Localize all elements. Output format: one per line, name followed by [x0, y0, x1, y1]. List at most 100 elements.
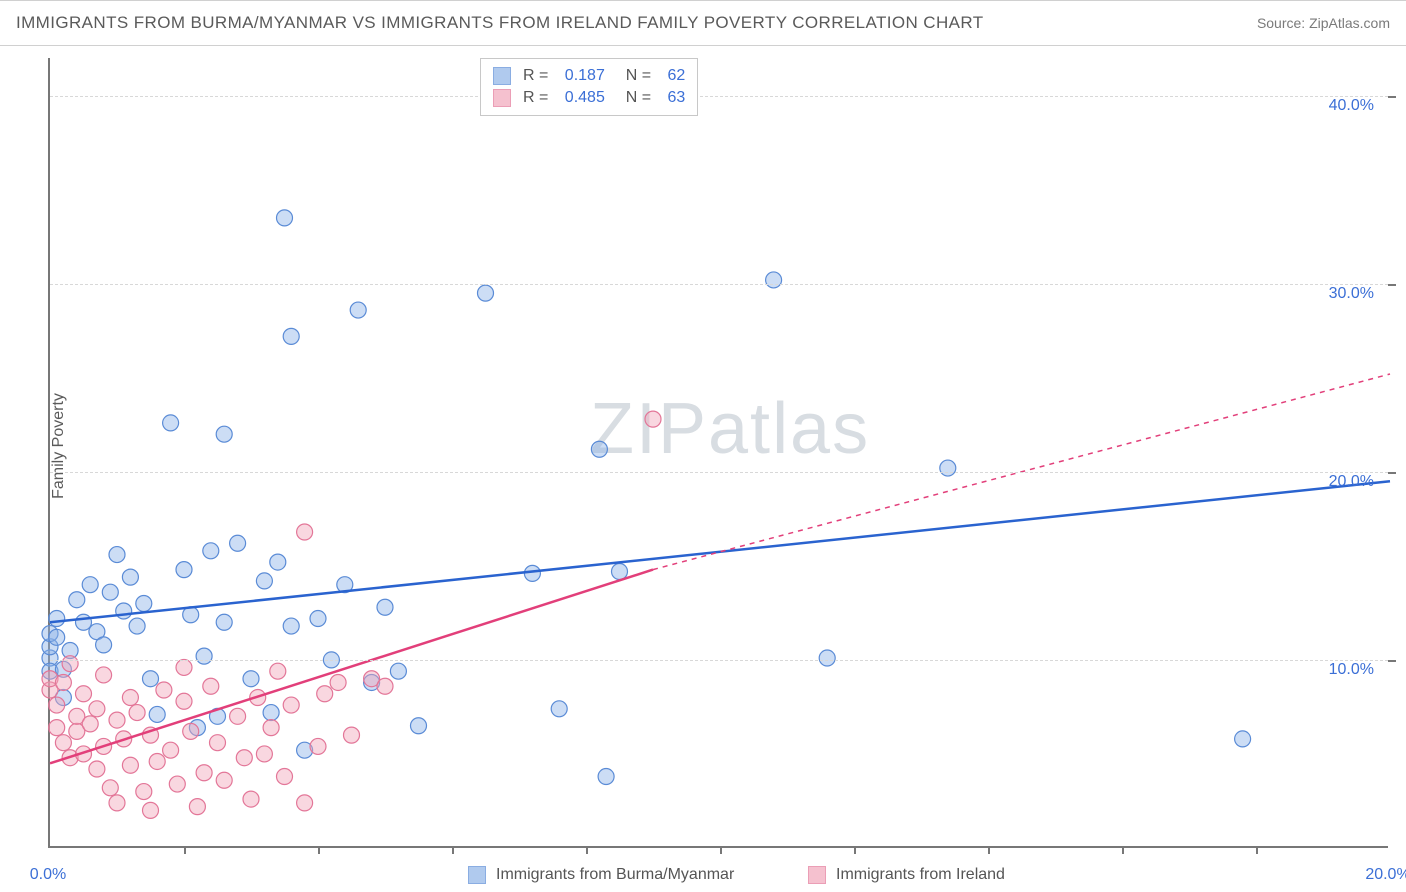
data-point — [176, 659, 192, 675]
data-point — [196, 648, 212, 664]
stats-n-label: N = — [617, 67, 656, 85]
data-point — [136, 595, 152, 611]
data-point — [49, 720, 65, 736]
x-tick-mark — [452, 846, 454, 854]
data-point — [210, 735, 226, 751]
x-tick-label: 20.0% — [1365, 866, 1406, 884]
data-point — [55, 735, 71, 751]
data-point — [551, 701, 567, 717]
series-label: Immigrants from Ireland — [836, 866, 1005, 884]
stats-row: R = 0.187 N = 62 — [493, 65, 685, 87]
series-legend-item: Immigrants from Ireland — [808, 866, 1005, 884]
chart-svg — [50, 58, 1388, 846]
data-point — [344, 727, 360, 743]
data-point — [176, 562, 192, 578]
data-point — [116, 603, 132, 619]
data-point — [645, 411, 661, 427]
data-point — [230, 708, 246, 724]
y-tick-label: 40.0% — [1329, 97, 1374, 115]
y-tick-label: 30.0% — [1329, 285, 1374, 303]
y-tick-label: 20.0% — [1329, 473, 1374, 491]
chart-title: IMMIGRANTS FROM BURMA/MYANMAR VS IMMIGRA… — [16, 13, 984, 33]
data-point — [263, 720, 279, 736]
x-tick-mark — [854, 846, 856, 854]
chart-source: Source: ZipAtlas.com — [1257, 15, 1390, 31]
data-point — [377, 678, 393, 694]
trend-line — [50, 481, 1390, 622]
data-point — [102, 780, 118, 796]
data-point — [263, 705, 279, 721]
data-point — [203, 543, 219, 559]
data-point — [612, 564, 628, 580]
data-point — [270, 554, 286, 570]
stats-r-label: R = — [523, 89, 553, 107]
data-point — [1235, 731, 1251, 747]
data-point — [96, 637, 112, 653]
data-point — [122, 569, 138, 585]
data-point — [310, 611, 326, 627]
x-tick-label: 0.0% — [30, 866, 66, 884]
data-point — [109, 547, 125, 563]
data-point — [310, 738, 326, 754]
data-point — [69, 592, 85, 608]
legend-swatch — [493, 67, 511, 85]
gridline-h — [50, 660, 1388, 661]
data-point — [216, 426, 232, 442]
data-point — [297, 795, 313, 811]
data-point — [129, 618, 145, 634]
data-point — [524, 565, 540, 581]
data-point — [176, 693, 192, 709]
data-point — [169, 776, 185, 792]
data-point — [270, 663, 286, 679]
data-point — [591, 441, 607, 457]
data-point — [129, 705, 145, 721]
data-point — [203, 678, 219, 694]
data-point — [230, 535, 246, 551]
data-point — [216, 614, 232, 630]
gridline-h — [50, 284, 1388, 285]
stats-n-value: 63 — [668, 89, 686, 107]
data-point — [136, 784, 152, 800]
data-point — [96, 667, 112, 683]
y-tick-label: 10.0% — [1329, 661, 1374, 679]
data-point — [256, 573, 272, 589]
plot-area: ZIPatlas 10.0%20.0%30.0%40.0%R = 0.187 N… — [48, 58, 1388, 848]
data-point — [766, 272, 782, 288]
data-point — [390, 663, 406, 679]
series-label: Immigrants from Burma/Myanmar — [496, 866, 734, 884]
data-point — [122, 690, 138, 706]
data-point — [82, 577, 98, 593]
data-point — [256, 746, 272, 762]
data-point — [62, 656, 78, 672]
data-point — [76, 686, 92, 702]
data-point — [143, 802, 159, 818]
data-point — [243, 791, 259, 807]
data-point — [317, 686, 333, 702]
x-tick-mark — [318, 846, 320, 854]
x-tick-mark — [1122, 846, 1124, 854]
data-point — [156, 682, 172, 698]
stats-r-value: 0.187 — [565, 67, 605, 85]
data-point — [377, 599, 393, 615]
x-tick-mark — [184, 846, 186, 854]
data-point — [940, 460, 956, 476]
x-tick-mark — [720, 846, 722, 854]
data-point — [76, 614, 92, 630]
data-point — [143, 671, 159, 687]
data-point — [109, 795, 125, 811]
gridline-h — [50, 472, 1388, 473]
stats-legend: R = 0.187 N = 62R = 0.485 N = 63 — [480, 58, 698, 116]
data-point — [598, 769, 614, 785]
stats-row: R = 0.485 N = 63 — [493, 87, 685, 109]
data-point — [283, 618, 299, 634]
data-point — [216, 772, 232, 788]
data-point — [283, 328, 299, 344]
data-point — [109, 712, 125, 728]
data-point — [49, 629, 65, 645]
legend-swatch — [493, 89, 511, 107]
data-point — [149, 706, 165, 722]
data-point — [183, 723, 199, 739]
data-point — [243, 671, 259, 687]
data-point — [89, 761, 105, 777]
data-point — [236, 750, 252, 766]
